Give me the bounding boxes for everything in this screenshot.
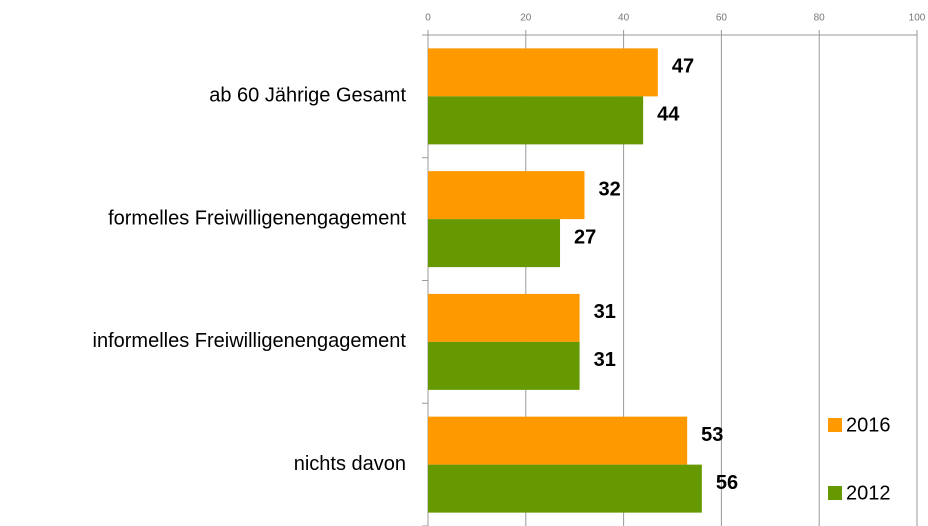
x-tick-label: 40 [618,13,630,24]
value-label: 44 [657,104,680,126]
x-tick-label: 20 [520,13,532,24]
x-tick-label: 100 [909,13,926,24]
category-label: informelles Freiwilligenengagement [93,330,407,352]
bar [428,219,561,268]
category-label: ab 60 Jährige Gesamt [209,85,406,107]
value-label: 31 [594,349,616,371]
bar [428,341,580,390]
value-label: 32 [598,178,620,200]
bar [428,48,658,97]
value-label: 53 [701,424,723,446]
legend-label: 2012 [846,482,891,504]
x-tick-label: 80 [814,13,826,24]
value-label: 27 [574,226,596,248]
category-label: nichts davon [294,453,406,475]
bar [428,171,585,220]
value-label: 56 [716,472,738,494]
value-label: 47 [672,56,694,78]
bar [428,293,580,342]
x-tick-label: 60 [716,13,728,24]
legend-swatch [828,486,842,500]
bar [428,96,644,145]
value-label: 31 [594,301,616,323]
category-label: formelles Freiwilligenengagement [108,207,406,229]
legend-swatch [828,418,842,432]
legend-label: 2016 [846,414,891,436]
bar [428,464,702,513]
bar [428,416,688,465]
x-tick-label: 0 [425,13,431,24]
